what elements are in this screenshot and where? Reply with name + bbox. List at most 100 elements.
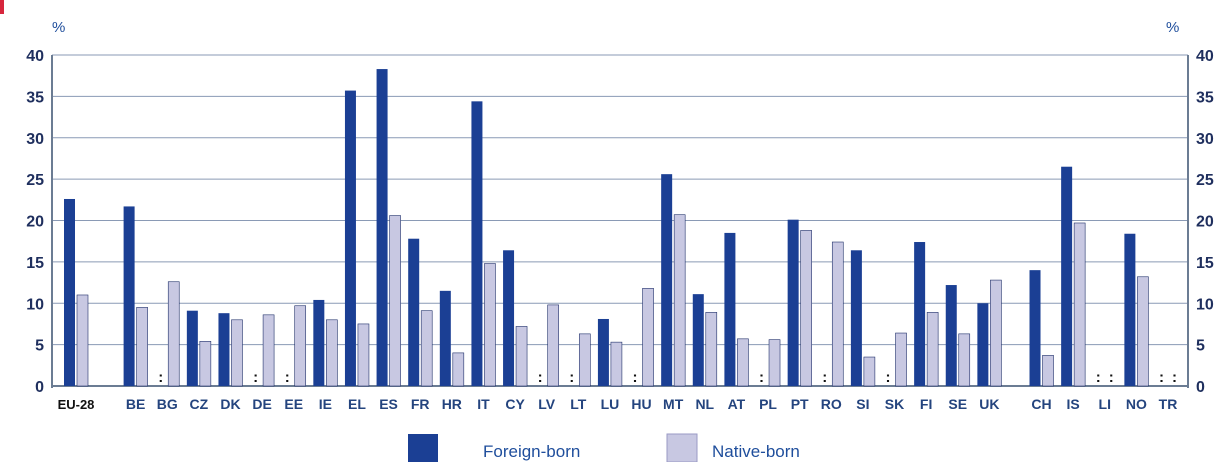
bar-foreign-born-cy — [503, 250, 515, 386]
bar-native-born-hr — [452, 352, 465, 387]
not-available-marker: : — [633, 369, 638, 386]
bar-native-born-ie — [326, 319, 338, 387]
bar-foreign-born-mt — [661, 174, 673, 386]
x-axis-ticks: EU-28 BE BG CZ DK DE EE IE EL ES FR HR IT CY LV LT LU HU M… — [58, 396, 1178, 412]
not-available-marker: : — [569, 369, 574, 386]
y-tick-label-left: 10 — [26, 296, 44, 313]
bar-native-born-de — [262, 314, 275, 387]
y-tick-label-right: 15 — [1196, 255, 1214, 272]
bar-native-born-dk — [231, 319, 243, 387]
x-tick-label: RO — [821, 396, 842, 412]
y-tick-label-right: 20 — [1196, 214, 1214, 231]
y-tick-label-right: 40 — [1196, 48, 1214, 65]
x-tick-label: BE — [126, 396, 145, 412]
bar-native-born-ee — [294, 305, 307, 387]
bar-foreign-born-ie — [313, 299, 325, 386]
bar-foreign-born-el — [344, 90, 356, 387]
y-tick-label-right: 25 — [1196, 172, 1214, 189]
bars: ::::::::::::: — [64, 69, 1177, 387]
bar-native-born-mt — [673, 214, 686, 387]
bar-native-born-ch — [1042, 355, 1054, 387]
y-tick-label-left: 40 — [26, 48, 44, 65]
not-available-marker: : — [1109, 369, 1114, 386]
bar-foreign-born-uk — [977, 303, 989, 386]
not-available-marker: : — [822, 369, 827, 386]
x-tick-label: SE — [948, 396, 967, 412]
x-tick-label: FR — [411, 396, 430, 412]
y-tick-label-left: 20 — [26, 214, 44, 231]
bar-native-born-ro — [831, 241, 844, 387]
x-tick-label: IS — [1067, 396, 1080, 412]
bar-foreign-born-se — [945, 285, 957, 386]
bar-native-born-bg — [167, 281, 180, 387]
bar-foreign-born-no — [1124, 233, 1136, 386]
y-tick-label-left: 0 — [35, 379, 44, 396]
y-tick-label-left: 30 — [26, 131, 44, 148]
x-tick-label: MT — [663, 396, 684, 412]
not-available-marker: : — [1172, 369, 1177, 386]
bar-native-born-no — [1137, 276, 1149, 387]
bar-foreign-born-is — [1061, 166, 1073, 386]
y-axis-unit-right: % — [1166, 19, 1179, 36]
x-tick-label: CY — [505, 396, 525, 412]
x-tick-label: UK — [979, 396, 999, 412]
bar-foreign-born-be — [123, 206, 135, 386]
bar-native-born-pl — [768, 339, 781, 387]
bar-foreign-born-nl — [692, 294, 704, 386]
y-tick-label-right: 10 — [1196, 296, 1214, 313]
bar-native-born-se — [958, 333, 971, 387]
bar-foreign-born-it — [471, 101, 483, 386]
bar-native-born-it — [484, 263, 496, 387]
y-axis-unit-left: % — [52, 19, 65, 36]
x-tick-label: CH — [1031, 396, 1051, 412]
x-tick-label: NO — [1126, 396, 1147, 412]
bar-foreign-born-fi — [914, 242, 926, 386]
x-tick-label: CZ — [190, 396, 209, 412]
x-tick-label: LU — [601, 396, 620, 412]
not-available-marker: : — [285, 369, 290, 386]
legend-swatch-foreign-born — [408, 434, 438, 462]
y-tick-label-right: 0 — [1196, 379, 1205, 396]
bar-native-born-pt — [800, 230, 812, 387]
bar-native-born-eu-28 — [76, 294, 89, 387]
bar-native-born-cz — [199, 341, 212, 387]
bar-native-born-fi — [926, 312, 939, 387]
bar-foreign-born-fr — [408, 238, 420, 386]
bar-native-born-lu — [610, 341, 623, 387]
y-axis-ticks: 0 0 5 5 10 10 15 15 20 20 25 25 30 30 35 35 40 40 — [26, 48, 1214, 396]
bar-foreign-born-hr — [439, 290, 451, 386]
bar-foreign-born-at — [724, 232, 736, 386]
bar-native-born-si — [863, 356, 876, 387]
not-available-marker: : — [1159, 369, 1164, 386]
x-tick-label: TR — [1159, 396, 1178, 412]
legend-label-native-born: Native-born — [712, 442, 800, 461]
bar-native-born-be — [136, 307, 148, 387]
x-tick-label: ES — [379, 396, 398, 412]
not-available-marker: : — [158, 369, 163, 386]
x-tick-label: BG — [157, 396, 178, 412]
bar-foreign-born-eu-28 — [64, 198, 75, 386]
bar-native-born-nl — [705, 312, 718, 387]
x-tick-label: IT — [477, 396, 490, 412]
y-tick-label-left: 15 — [26, 255, 44, 272]
legend: Foreign-born Native-born — [408, 433, 800, 462]
not-available-marker: : — [253, 369, 258, 386]
y-tick-label-right: 35 — [1196, 89, 1214, 106]
x-tick-label: DE — [252, 396, 271, 412]
bar-foreign-born-es — [376, 69, 388, 386]
x-tick-label: NL — [695, 396, 714, 412]
x-tick-label: DK — [220, 396, 240, 412]
x-tick-label: EE — [284, 396, 303, 412]
accent-mark — [0, 0, 4, 14]
bar-native-born-uk — [990, 279, 1002, 387]
x-tick-label: LT — [570, 396, 587, 412]
bar-foreign-born-si — [850, 250, 862, 386]
bar-foreign-born-lu — [597, 318, 609, 386]
y-tick-label-left: 35 — [26, 89, 44, 106]
x-tick-label: EU-28 — [58, 397, 95, 412]
y-tick-label-left: 5 — [35, 338, 44, 355]
legend-label-foreign-born: Foreign-born — [483, 442, 580, 461]
not-available-marker: : — [538, 369, 543, 386]
x-tick-label: AT — [728, 396, 746, 412]
